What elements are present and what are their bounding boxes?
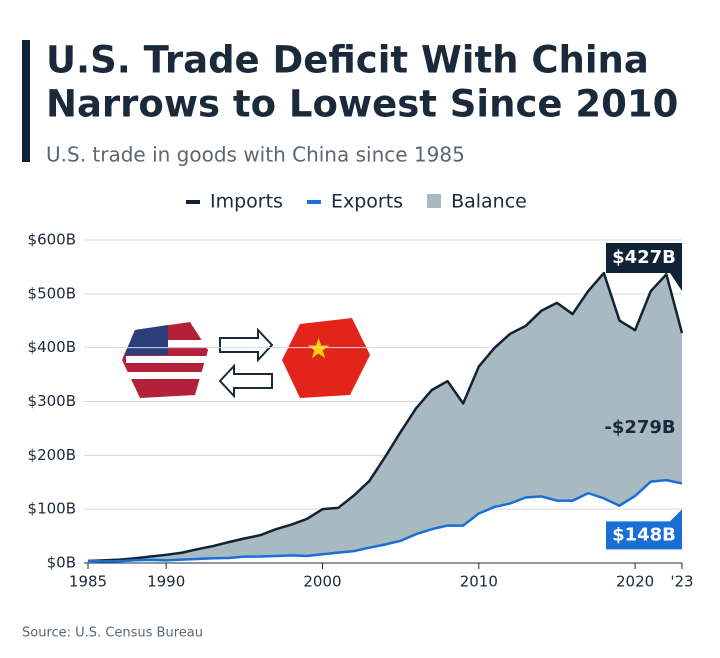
- legend-swatch: [186, 200, 200, 204]
- legend-swatch: [306, 200, 321, 204]
- annotation: $148B: [606, 509, 682, 550]
- y-tick-label: $0B: [47, 554, 76, 572]
- chart-title: U.S. Trade Deficit With China: [46, 39, 649, 82]
- series-line: [87, 271, 684, 563]
- annotation: $427B: [606, 243, 682, 292]
- y-tick-label: $300B: [28, 392, 76, 410]
- balance-area: [88, 273, 682, 562]
- y-tick-label: $200B: [28, 446, 76, 464]
- annotation-box: [606, 243, 682, 292]
- y-tick-label: $500B: [28, 284, 76, 302]
- legend-label: Exports: [331, 191, 403, 213]
- series-line: [87, 478, 683, 563]
- y-tick-label: $600B: [28, 231, 76, 249]
- flag-stripe: [126, 372, 206, 379]
- legend-label: Balance: [451, 191, 527, 213]
- cn-flag: [282, 318, 370, 398]
- title-bar: [22, 40, 30, 162]
- illustration: ★: [122, 318, 370, 399]
- flag-stripe: [126, 356, 206, 363]
- x-tick-label: 2000: [303, 573, 341, 591]
- arrow: [218, 363, 273, 399]
- flag-star: ★: [306, 332, 331, 365]
- source: Source: U.S. Census Bureau: [22, 626, 203, 641]
- legend-label: Imports: [210, 191, 283, 213]
- annotation-label: -$279B: [604, 417, 675, 438]
- x-tick-label: 1985: [69, 573, 107, 591]
- arrow: [219, 327, 274, 363]
- chart-title: Narrows to Lowest Since 2010: [46, 83, 678, 126]
- y-tick-label: $100B: [28, 500, 76, 518]
- x-tick-label: 2020: [616, 573, 654, 591]
- flag-canton: [122, 325, 168, 360]
- annotation-label: $148B: [612, 524, 676, 545]
- x-tick-label: '23: [670, 573, 693, 591]
- annotation-box: [606, 509, 682, 550]
- x-tick-label: 2010: [460, 573, 498, 591]
- chart-subtitle: U.S. trade in goods with China since 198…: [46, 143, 465, 167]
- annotation-label: $427B: [612, 247, 676, 268]
- legend-swatch: [427, 194, 442, 208]
- x-tick-label: 1990: [147, 573, 185, 591]
- y-tick-label: $400B: [28, 338, 76, 356]
